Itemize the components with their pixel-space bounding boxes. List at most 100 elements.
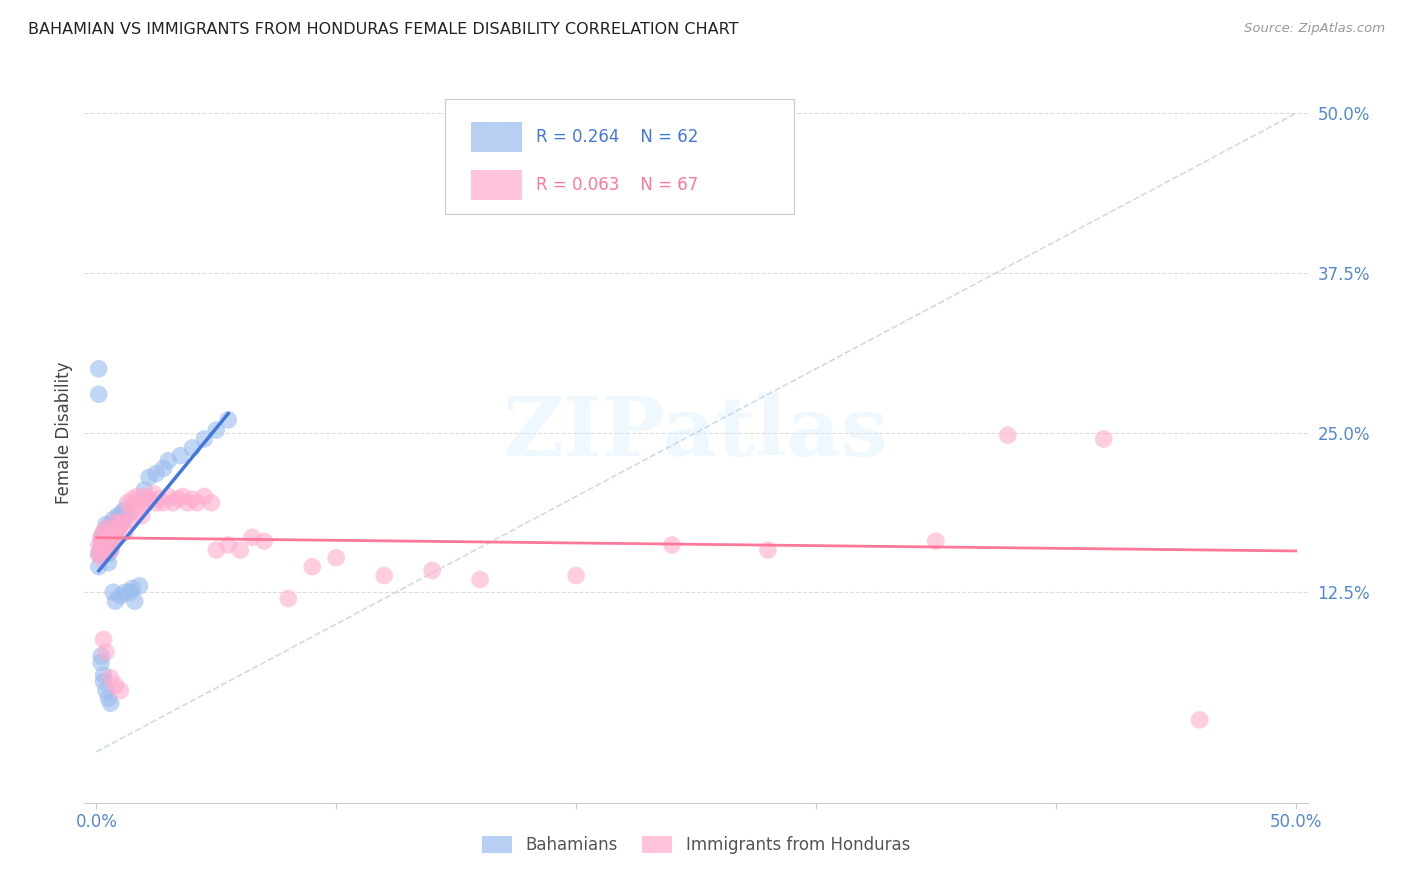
Point: [157, 490, 180, 504]
FancyBboxPatch shape: [471, 170, 522, 200]
Point: [200, 496, 222, 510]
Point: [118, 505, 141, 519]
Point: [93, 538, 115, 552]
Point: [277, 591, 299, 606]
Point: [90, 648, 112, 663]
Point: [93, 538, 115, 552]
Point: [101, 521, 124, 535]
Point: [114, 525, 136, 540]
Text: R = 0.063    N = 67: R = 0.063 N = 67: [536, 176, 697, 194]
Point: [217, 413, 239, 427]
Point: [121, 582, 143, 596]
Point: [93, 668, 115, 682]
Point: [145, 496, 167, 510]
Point: [94, 527, 117, 541]
Point: [114, 502, 136, 516]
Point: [172, 490, 194, 504]
Point: [93, 632, 115, 647]
Point: [100, 534, 122, 549]
Point: [93, 525, 115, 540]
Point: [110, 517, 132, 532]
Point: [152, 461, 174, 475]
Point: [325, 550, 347, 565]
Point: [100, 517, 122, 532]
Point: [100, 543, 122, 558]
Point: [117, 508, 139, 523]
Point: [107, 521, 129, 535]
Point: [925, 534, 948, 549]
Point: [181, 441, 204, 455]
Point: [93, 543, 115, 558]
Point: [104, 515, 127, 529]
Point: [193, 490, 215, 504]
Point: [94, 534, 117, 549]
Point: [373, 568, 395, 582]
Point: [110, 589, 132, 603]
Point: [97, 556, 120, 570]
Point: [94, 683, 117, 698]
Point: [128, 579, 150, 593]
Point: [94, 538, 117, 552]
Point: [1188, 713, 1211, 727]
Point: [87, 361, 110, 376]
Point: [661, 538, 683, 552]
Point: [101, 530, 124, 544]
Point: [124, 594, 146, 608]
Point: [205, 423, 228, 437]
Point: [107, 521, 129, 535]
FancyBboxPatch shape: [471, 122, 522, 152]
Point: [117, 496, 139, 510]
Point: [128, 500, 150, 514]
Point: [111, 515, 134, 529]
Point: [90, 530, 112, 544]
Point: [111, 512, 134, 526]
Point: [93, 674, 115, 689]
Point: [100, 525, 122, 540]
Point: [240, 530, 263, 544]
Point: [468, 573, 491, 587]
Point: [87, 547, 110, 561]
Point: [100, 543, 122, 558]
Point: [100, 671, 122, 685]
Point: [253, 534, 276, 549]
Point: [142, 487, 165, 501]
Point: [93, 525, 115, 540]
Point: [94, 521, 117, 535]
Point: [104, 515, 127, 529]
Point: [100, 534, 122, 549]
Point: [94, 547, 117, 561]
Point: [145, 467, 167, 481]
Point: [97, 530, 120, 544]
Point: [127, 490, 149, 504]
Point: [167, 491, 190, 506]
Point: [131, 508, 153, 523]
Point: [162, 496, 184, 510]
Point: [157, 453, 180, 467]
Point: [181, 491, 204, 506]
Point: [87, 559, 110, 574]
Point: [997, 428, 1019, 442]
Text: ZIPatlas: ZIPatlas: [503, 392, 889, 473]
Point: [121, 512, 143, 526]
Point: [152, 496, 174, 510]
Point: [1092, 432, 1115, 446]
Point: [87, 547, 110, 561]
Point: [110, 683, 132, 698]
Text: Source: ZipAtlas.com: Source: ZipAtlas.com: [1244, 22, 1385, 36]
Point: [90, 547, 112, 561]
Point: [565, 568, 588, 582]
Point: [138, 491, 160, 506]
Point: [420, 564, 443, 578]
Point: [90, 550, 112, 565]
Point: [90, 538, 112, 552]
Point: [94, 517, 117, 532]
Point: [104, 678, 127, 692]
Point: [169, 449, 191, 463]
Point: [104, 527, 127, 541]
Point: [134, 490, 156, 504]
Point: [97, 691, 120, 706]
Point: [97, 541, 120, 555]
Point: [124, 496, 146, 510]
Point: [138, 470, 160, 484]
Point: [756, 543, 779, 558]
